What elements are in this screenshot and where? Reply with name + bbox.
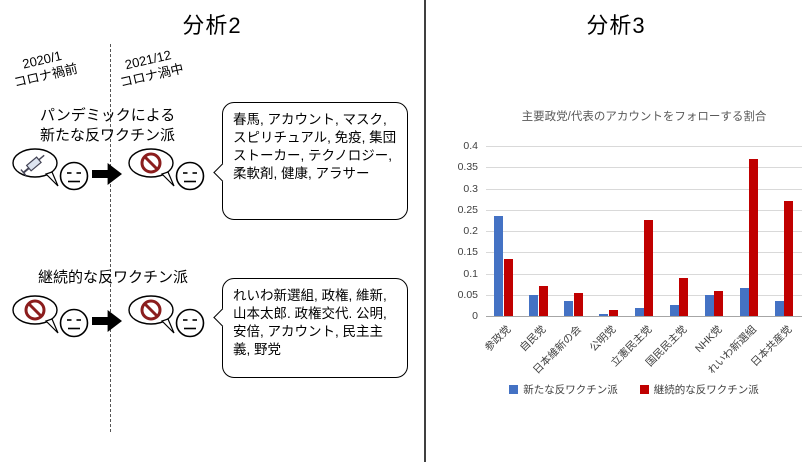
- bar: [704, 294, 714, 316]
- syringe-icon: [20, 154, 45, 177]
- group2-label: 継続的な反ワクチン派: [38, 269, 189, 286]
- bar: [494, 216, 504, 316]
- x-tick-label: 公明党: [588, 323, 619, 355]
- chart-title: 主要政党/代表のアカウントをフォローする割合: [521, 111, 767, 123]
- group2-keywords-callout: れいわ新選組, 政権, 維新, 山本太郎. 政権交代. 公明, 安倍, アカウン…: [222, 278, 408, 378]
- y-tick-label: 0.15: [457, 246, 478, 259]
- timeline-divider-dashed: [110, 44, 111, 432]
- gridline: [486, 209, 802, 211]
- y-axis: 0 0.05 0.1 0.15 0.2 0.25 0.3 0.35 0.4: [446, 140, 482, 322]
- bar: [599, 313, 609, 316]
- analysis3-title: 分析3: [586, 13, 646, 38]
- bar: [669, 305, 679, 316]
- chart-legend: 新たな反ワクチン派 継続的な反ワクチン派: [462, 382, 806, 397]
- panel-divider: [424, 0, 426, 462]
- x-tick-label: 参政党: [482, 323, 514, 355]
- y-tick-label: 0.4: [463, 140, 478, 152]
- group1-keywords-callout: 春馬, アカウント, マスク, スピリチュアル, 免疫, 集団ストーカー, テク…: [222, 102, 408, 220]
- bar: [608, 309, 618, 316]
- y-tick-label: 0.35: [457, 161, 478, 174]
- bar: [503, 258, 513, 316]
- group2-after-cluster: [126, 293, 236, 351]
- bar: [784, 201, 794, 316]
- bar: [739, 288, 749, 316]
- gridline: [486, 167, 802, 169]
- neutral-face-icon: [175, 308, 205, 338]
- speech-bubble: [128, 148, 175, 187]
- neutral-face-icon: [59, 308, 89, 338]
- gridline: [486, 316, 802, 317]
- gridline: [486, 188, 802, 190]
- speech-bubble: [128, 295, 175, 334]
- no-entry-icon: [24, 299, 46, 321]
- bar: [564, 301, 574, 316]
- gridline: [486, 146, 802, 147]
- y-tick-label: 0.3: [463, 182, 478, 195]
- bar: [644, 220, 653, 316]
- legend-swatch: [509, 385, 519, 394]
- legend-label: 新たな反ワクチン派: [523, 384, 618, 396]
- neutral-face-icon: [175, 161, 205, 191]
- bar: [634, 307, 644, 316]
- x-axis: 参政党 自民党 日本維新の会 公明党 立憲民主党 国民民主党 NHK党 れいわ新選組 日本共産党: [483, 316, 802, 386]
- legend-swatch: [639, 385, 649, 394]
- legend-item: 新たな反ワクチン派: [509, 382, 618, 397]
- bar: [774, 301, 784, 316]
- plot-area: [486, 146, 802, 317]
- bar: [679, 277, 689, 316]
- analysis2-title: 分析2: [182, 13, 242, 38]
- bar: [538, 286, 548, 316]
- y-tick-label: 0.05: [457, 288, 478, 301]
- y-tick-label: 0.2: [463, 225, 478, 237]
- group1-label: パンデミックによる 新たな反ワクチン派: [40, 107, 176, 144]
- group1-after-cluster: [126, 146, 236, 204]
- bar: [749, 158, 759, 316]
- bar: [529, 294, 539, 316]
- follow-ratio-chart: 主要政党/代表のアカウントをフォローする割合 0 0.05 0.1 0.15 0.2 0.…: [442, 100, 806, 445]
- timeline-after-label: 2021/12 コロナ渦中: [118, 47, 186, 91]
- timeline-before-label: 2020/1 コロナ禍前: [12, 47, 80, 91]
- legend-label: 継続的な反ワクチン派: [653, 384, 759, 396]
- legend-item: 継続的な反ワクチン派: [639, 382, 759, 397]
- group1-before-cluster: [10, 146, 120, 204]
- y-tick-label: 0.25: [457, 203, 478, 216]
- no-entry-icon: [140, 152, 162, 174]
- neutral-face-icon: [59, 161, 89, 191]
- speech-bubble: [12, 148, 59, 187]
- y-tick-label: 0: [472, 310, 478, 322]
- bar: [573, 292, 583, 316]
- bar: [714, 290, 724, 316]
- no-entry-icon: [140, 299, 162, 321]
- y-tick-label: 0.1: [463, 267, 478, 280]
- group2-before-cluster: [10, 293, 120, 351]
- speech-bubble: [12, 295, 59, 334]
